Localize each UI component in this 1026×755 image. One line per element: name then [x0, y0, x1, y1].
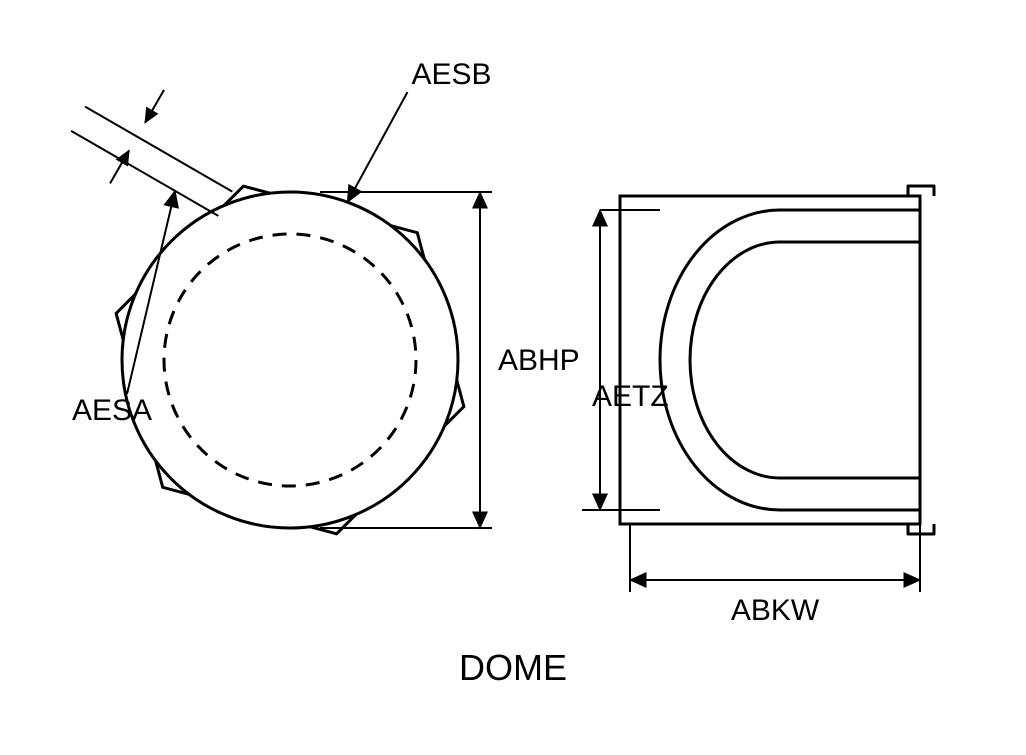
label-aesb: AESB — [411, 58, 491, 91]
label-aesa: AESA — [72, 394, 152, 427]
side-body — [620, 196, 920, 524]
label-abhp: ABHP — [498, 344, 580, 377]
label-aetz: AETZ — [592, 380, 669, 413]
title-dome: DOME — [459, 647, 567, 688]
dome-cavity-inner — [690, 242, 920, 478]
dome-outer-circle — [122, 192, 458, 528]
dome-cavity-outer — [660, 210, 920, 510]
label-abkw: ABKW — [731, 594, 820, 627]
